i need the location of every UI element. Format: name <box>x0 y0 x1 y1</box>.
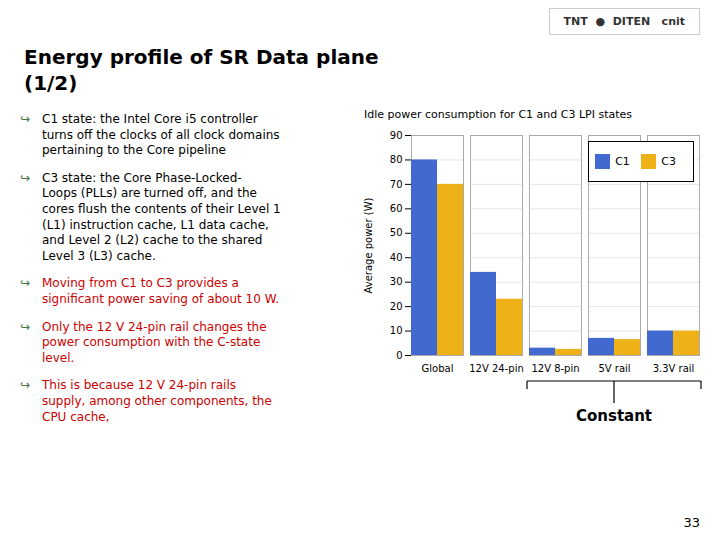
html-text:(1/2): (1/2) <box>24 71 78 95</box>
html-text:This is because 12 V 24-pin ra: This is because 12 V 24-pin rails supply… <box>42 378 272 424</box>
svg-text:70: 70 <box>390 179 403 190</box>
svg-text:12V 24-pin: 12V 24-pin <box>469 363 524 374</box>
html-text:C1 state: the Intel Core i5 co: C1 state: the Intel Core i5 controller t… <box>42 112 280 158</box>
html-text:Moving from C1 to C3 provides: Moving from C1 to C3 provides a signific… <box>42 276 279 306</box>
html-text:C1: C1 <box>615 155 630 168</box>
svg-text:80: 80 <box>390 154 403 165</box>
svg-text:5V rail: 5V rail <box>598 363 630 374</box>
html-text:33: 33 <box>683 515 700 530</box>
svg-text:30: 30 <box>390 276 403 287</box>
svg-text:90: 90 <box>390 130 403 141</box>
svg-text:0: 0 <box>396 350 402 361</box>
html-text:Idle power consumption for C1: Idle power consumption for C1 and C3 LPI… <box>364 108 632 121</box>
svg-text:50: 50 <box>390 227 403 238</box>
svg-text:Global: Global <box>422 363 454 374</box>
svg-text:3.3V rail: 3.3V rail <box>653 363 695 374</box>
html-text:TNT ● DITEN cnit: TNT ● DITEN cnit <box>563 15 685 28</box>
html-text:C3: C3 <box>661 155 676 168</box>
html-text:C3 state: the Core Phase-Locke: C3 state: the Core Phase-Locked- Loops (… <box>42 170 281 263</box>
svg-text:20: 20 <box>390 301 403 312</box>
svg-text:12V 8-pin: 12V 8-pin <box>531 363 579 374</box>
svg-text:40: 40 <box>390 252 403 263</box>
svg-text:10: 10 <box>390 325 403 336</box>
svg-text:Average power (W): Average power (W) <box>363 197 374 293</box>
svg-text:Constant: Constant <box>576 407 652 425</box>
html-text:Only the 12 V 24-pin rail chan: Only the 12 V 24-pin rail changes the po… <box>42 319 267 365</box>
html-text:Energy profile of SR Data plan: Energy profile of SR Data plane <box>24 45 379 69</box>
svg-text:60: 60 <box>390 203 403 214</box>
